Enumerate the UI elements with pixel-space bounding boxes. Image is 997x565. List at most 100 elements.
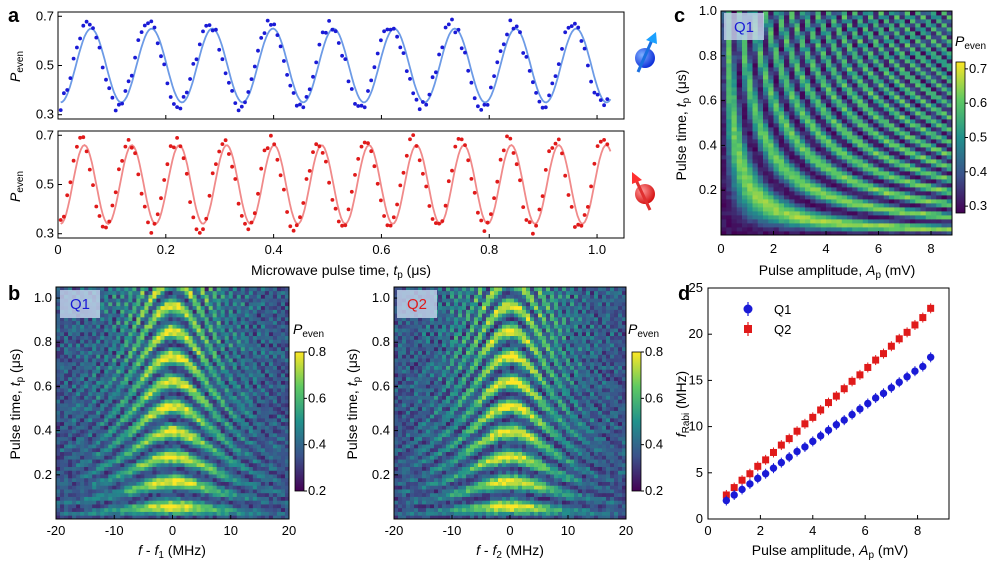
heatmap-cell bbox=[220, 346, 226, 352]
heatmap-cell bbox=[240, 474, 246, 479]
heatmap-cell bbox=[192, 391, 198, 396]
heatmap-cell bbox=[562, 481, 567, 486]
heatmap-cell bbox=[180, 466, 185, 471]
data-point bbox=[249, 77, 254, 81]
heatmap-cell bbox=[64, 429, 69, 434]
heatmap-cell bbox=[252, 298, 258, 303]
heatmap-cell bbox=[498, 459, 503, 464]
heatmap-cell bbox=[104, 365, 109, 370]
heatmap-cell bbox=[570, 500, 575, 505]
heatmap-cell bbox=[538, 504, 543, 509]
heatmap-cell bbox=[582, 462, 587, 468]
heatmap-cell bbox=[152, 331, 157, 337]
heatmap-cell bbox=[610, 455, 615, 460]
heatmap-cell bbox=[566, 466, 571, 471]
heatmap-cell bbox=[232, 350, 238, 355]
heatmap-cell bbox=[426, 500, 431, 505]
heatmap-cell bbox=[430, 507, 435, 512]
heatmap-cell bbox=[72, 462, 77, 468]
heatmap-cell bbox=[498, 496, 503, 501]
heatmap-cell bbox=[184, 354, 189, 359]
heatmap-cell bbox=[466, 515, 471, 520]
heatmap-cell bbox=[526, 474, 531, 479]
heatmap-cell bbox=[622, 500, 627, 505]
heatmap-cell bbox=[188, 417, 193, 423]
heatmap-cell bbox=[184, 444, 189, 449]
heatmap-cell bbox=[212, 388, 218, 393]
heatmap-cell bbox=[422, 474, 427, 479]
heatmap-cell bbox=[220, 369, 226, 374]
heatmap-cell bbox=[56, 309, 61, 314]
heatmap-cell bbox=[188, 485, 193, 490]
heatmap-cell bbox=[260, 365, 266, 370]
heatmap-cell bbox=[104, 373, 109, 378]
heatmap-cell bbox=[276, 373, 282, 378]
heatmap-cell bbox=[208, 466, 214, 471]
heatmap-cell bbox=[260, 421, 266, 426]
heatmap-cell bbox=[148, 294, 153, 299]
heatmap-cell bbox=[204, 324, 210, 329]
heatmap-cell bbox=[116, 474, 121, 479]
heatmap-cell bbox=[124, 406, 129, 411]
heatmap-cell bbox=[442, 496, 447, 501]
heatmap-cell bbox=[442, 481, 447, 486]
heatmap-cell bbox=[260, 373, 266, 378]
heatmap-cell bbox=[280, 373, 286, 378]
heatmap-cell bbox=[490, 481, 495, 486]
heatmap-cell bbox=[180, 421, 185, 426]
heatmap-cell bbox=[168, 294, 173, 299]
heatmap-cell bbox=[68, 500, 73, 505]
heatmap-cell bbox=[450, 492, 455, 497]
heatmap-cell bbox=[124, 414, 129, 419]
heatmap-cell bbox=[92, 316, 97, 322]
heatmap-cell bbox=[260, 339, 266, 344]
data-point bbox=[534, 91, 538, 95]
heatmap-cell bbox=[268, 403, 274, 408]
data-point bbox=[408, 77, 412, 81]
data-point bbox=[404, 69, 409, 73]
heatmap-cell bbox=[120, 361, 125, 366]
heatmap-cell bbox=[614, 515, 619, 520]
heatmap-cell bbox=[80, 414, 85, 419]
heatmap-cell bbox=[586, 489, 591, 494]
heatmap-cell bbox=[272, 301, 278, 307]
heatmap-cell bbox=[240, 466, 246, 471]
heatmap-cell bbox=[200, 294, 206, 299]
heatmap-cell bbox=[136, 290, 141, 295]
heatmap-cell bbox=[434, 496, 439, 501]
heatmap-cell bbox=[204, 470, 210, 475]
heatmap-cell bbox=[558, 477, 563, 482]
heatmap-cell bbox=[252, 328, 258, 333]
heatmap-cell bbox=[526, 496, 531, 501]
heatmap-cell bbox=[418, 489, 423, 494]
heatmap-cell bbox=[68, 440, 73, 445]
heatmap-cell bbox=[236, 507, 242, 512]
heatmap-cell bbox=[280, 316, 286, 322]
heatmap-cell bbox=[120, 380, 125, 385]
heatmap-cell bbox=[280, 515, 286, 520]
heatmap-cell bbox=[546, 489, 551, 494]
heatmap-cell bbox=[180, 331, 185, 337]
heatmap-cell bbox=[88, 358, 93, 363]
heatmap-cell bbox=[112, 444, 117, 449]
heatmap-cell bbox=[212, 335, 218, 340]
heatmap-cell bbox=[244, 444, 250, 449]
heatmap-cell bbox=[398, 462, 403, 468]
heatmap-cell bbox=[482, 477, 487, 482]
heatmap-cell bbox=[136, 361, 141, 366]
heatmap-cell bbox=[216, 395, 222, 400]
heatmap-cell bbox=[606, 496, 611, 501]
heatmap-cell bbox=[96, 365, 101, 370]
heatmap-cell bbox=[108, 511, 113, 516]
data-point bbox=[285, 73, 289, 77]
heatmap-cell bbox=[622, 470, 627, 475]
heatmap-cell bbox=[502, 515, 507, 520]
heatmap-cell bbox=[248, 294, 254, 299]
heatmap-cell bbox=[418, 485, 423, 490]
heatmap-cell bbox=[256, 313, 262, 318]
heatmap-cell bbox=[204, 414, 210, 419]
heatmap-cell bbox=[112, 481, 117, 486]
heatmap-cell bbox=[84, 328, 89, 333]
heatmap-cell bbox=[220, 485, 226, 490]
heatmap-cell bbox=[482, 474, 487, 479]
